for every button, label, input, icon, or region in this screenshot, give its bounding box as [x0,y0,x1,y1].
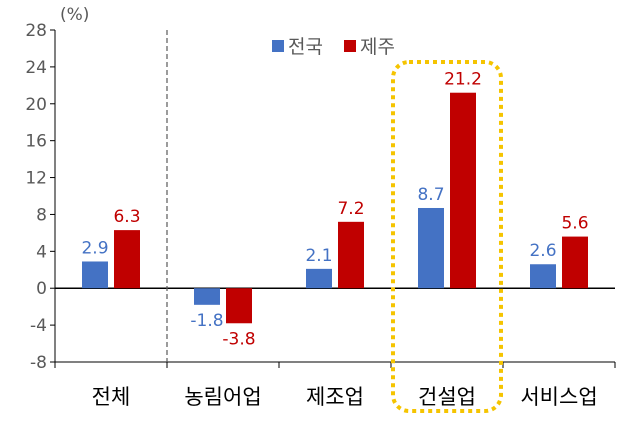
category-label: 농림어업 [184,385,261,409]
y-tick-label: 16 [25,132,47,152]
data-label: 21.2 [444,70,482,90]
bar-jeju [562,236,588,289]
data-label: -3.8 [222,329,255,349]
legend-label: 제주 [360,36,395,58]
bar-nation [418,207,444,289]
bar-jeju [226,288,252,324]
y-tick-label: 8 [36,205,47,225]
data-label: 2.1 [305,246,332,266]
data-label: 2.9 [81,238,108,258]
category-label: 전체 [92,385,131,409]
data-label: 2.6 [529,241,556,261]
bar-nation [194,288,220,305]
y-tick-label: 24 [25,58,47,78]
y-tick-label: 20 [25,95,47,115]
data-label: 8.7 [417,185,444,205]
highlight-box [391,60,503,413]
bar-nation [82,261,108,289]
bar-jeju [114,230,140,289]
legend-label: 전국 [288,36,323,58]
bar-nation [306,268,332,289]
data-label: 5.6 [561,214,588,234]
legend-swatch [344,40,356,52]
category-label: 제조업 [306,385,364,409]
axes: 28 24 20 16 12 8 4 0 -4 -8 전체 농림어업 제조업 건설업 서비스업 [25,21,616,413]
data-labels: 2.9 -1.8 2.1 8.7 2.6 6.3 -3.8 7.2 21.2 5.6 [81,70,588,350]
data-label: 7.2 [337,199,364,219]
bar-nation [530,264,556,289]
category-label: 서비스업 [520,385,597,409]
y-tick-label: 0 [36,279,47,299]
y-tick-label: 28 [25,21,47,41]
bar-jeju [450,92,476,289]
y-tick-label: 12 [25,169,47,189]
legend-swatch [272,40,284,52]
y-tick-label: -4 [30,316,47,336]
y-tick-label: 4 [36,242,47,262]
category-label: 건설업 [418,385,476,409]
bars [82,92,588,324]
bar-jeju [338,221,364,289]
data-label: 6.3 [113,207,140,227]
y-unit-label: (%) [60,5,89,25]
data-label: -1.8 [190,311,223,331]
y-tick-label: -8 [30,353,47,373]
legend: 전국 제주 [272,36,395,58]
